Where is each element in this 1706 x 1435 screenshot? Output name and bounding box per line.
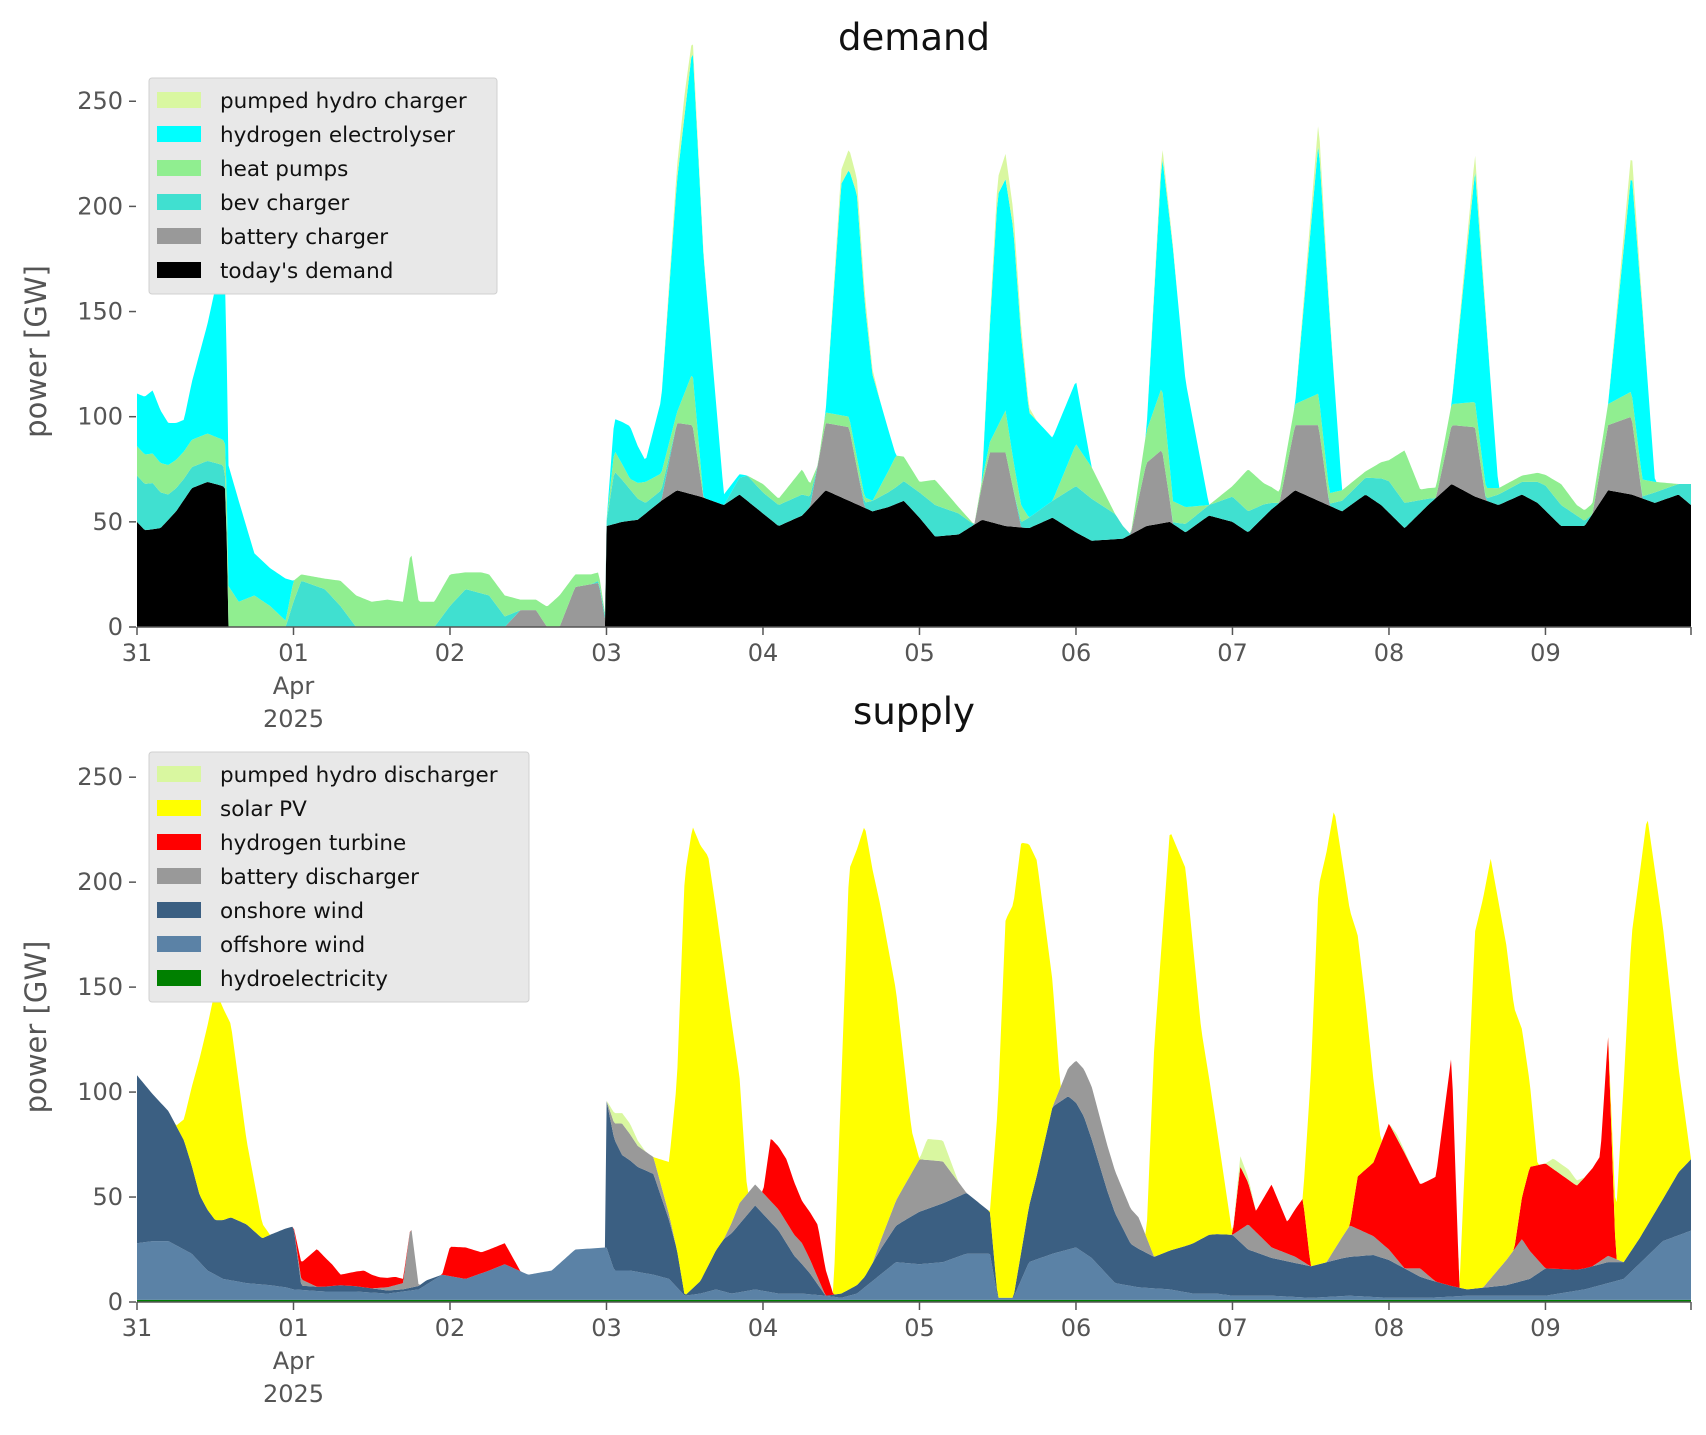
y-tick-label: 200 <box>77 868 123 896</box>
y-tick-label: 200 <box>77 192 123 220</box>
y-tick-label: 50 <box>92 1183 123 1211</box>
y-tick-label: 50 <box>92 508 123 536</box>
legend-label: hydroelectricity <box>220 967 388 992</box>
legend-swatch <box>157 126 201 142</box>
legend-label: battery charger <box>220 225 388 250</box>
legend-label: onshore wind <box>220 899 364 924</box>
legend: pumped hydro discharger solar PV hydrogen … <box>148 751 530 1003</box>
legend-swatch <box>157 834 201 850</box>
legend-swatch <box>157 228 201 244</box>
y-tick-label: 250 <box>77 763 123 791</box>
y-tick-label: 0 <box>108 1288 123 1316</box>
series-area-hydrogen-turbine <box>137 1037 1691 1298</box>
x-tick-label: 07 <box>1217 639 1248 667</box>
legend-label: today's demand <box>220 259 393 284</box>
series-area-offshore-wind <box>137 1230 1691 1300</box>
legend-swatch <box>157 160 201 176</box>
x-tick-label: 02 <box>435 639 466 667</box>
x-tick-label: 31 <box>122 639 153 667</box>
legend-label: offshore wind <box>220 933 365 958</box>
y-tick-label: 150 <box>77 298 123 326</box>
x-tick-label: 08 <box>1374 1314 1405 1342</box>
legend-swatch <box>157 262 201 278</box>
legend-label: hydrogen electrolyser <box>220 123 455 148</box>
x-tick-label: 01 <box>278 639 309 667</box>
legend-label: hydrogen turbine <box>220 831 406 856</box>
legend-swatch <box>157 800 201 816</box>
x-tick-label: 01 <box>278 1314 309 1342</box>
x-tick-label: 03 <box>591 639 622 667</box>
legend-label: heat pumps <box>220 157 348 182</box>
x-tick-label: 08 <box>1374 639 1405 667</box>
x-tick-label: 04 <box>748 1314 779 1342</box>
y-axis-label: power [GW] <box>19 941 53 1114</box>
legend-box <box>148 751 530 1003</box>
legend-label: solar PV <box>220 797 307 822</box>
legend: pumped hydro charger hydrogen electrolyse… <box>148 77 498 295</box>
x-tick-label: 31 <box>122 1314 153 1342</box>
x-tick-label: 06 <box>1061 1314 1092 1342</box>
x-tick-label: 05 <box>904 639 935 667</box>
x-tick-label: 05 <box>904 1314 935 1342</box>
y-tick-label: 250 <box>77 87 123 115</box>
x-tick-label: 02 <box>435 1314 466 1342</box>
x-tick-label: 2025 <box>263 705 324 733</box>
y-tick-label: 150 <box>77 973 123 1001</box>
legend-swatch <box>157 868 201 884</box>
x-tick-label: 04 <box>748 639 779 667</box>
x-tick-label: 09 <box>1530 639 1561 667</box>
series-area-heat-pumps <box>137 375 1691 627</box>
x-tick-label: Apr <box>273 1347 315 1375</box>
series-area-today-s-demand <box>137 481 1691 627</box>
legend-box <box>148 77 498 295</box>
chart-title: supply <box>853 690 975 733</box>
x-tick-label: 2025 <box>263 1380 324 1408</box>
chart-title: demand <box>838 16 990 59</box>
y-axis-label: power [GW] <box>19 265 53 438</box>
series-area-onshore-wind <box>137 1075 1691 1298</box>
x-tick-label: 09 <box>1530 1314 1561 1342</box>
legend-swatch <box>157 92 201 108</box>
legend-label: pumped hydro discharger <box>220 763 498 788</box>
series-area-battery-discharger <box>137 1060 1691 1298</box>
series-areas <box>137 44 1691 627</box>
legend-label: pumped hydro charger <box>220 89 467 114</box>
series-area-battery-charger <box>137 417 1691 627</box>
legend-swatch <box>157 970 201 986</box>
legend-swatch <box>157 766 201 782</box>
legend-label: bev charger <box>220 191 349 216</box>
x-tick-label: 03 <box>591 1314 622 1342</box>
y-tick-label: 0 <box>108 613 123 641</box>
x-tick-label: Apr <box>273 672 315 700</box>
legend-swatch <box>157 936 201 952</box>
series-area-bev-charger <box>137 417 1691 627</box>
x-tick-label: 06 <box>1061 639 1092 667</box>
legend-swatch <box>157 194 201 210</box>
legend-swatch <box>157 902 201 918</box>
y-tick-label: 100 <box>77 1078 123 1106</box>
y-tick-label: 100 <box>77 403 123 431</box>
legend-label: battery discharger <box>220 865 419 890</box>
x-tick-label: 07 <box>1217 1314 1248 1342</box>
